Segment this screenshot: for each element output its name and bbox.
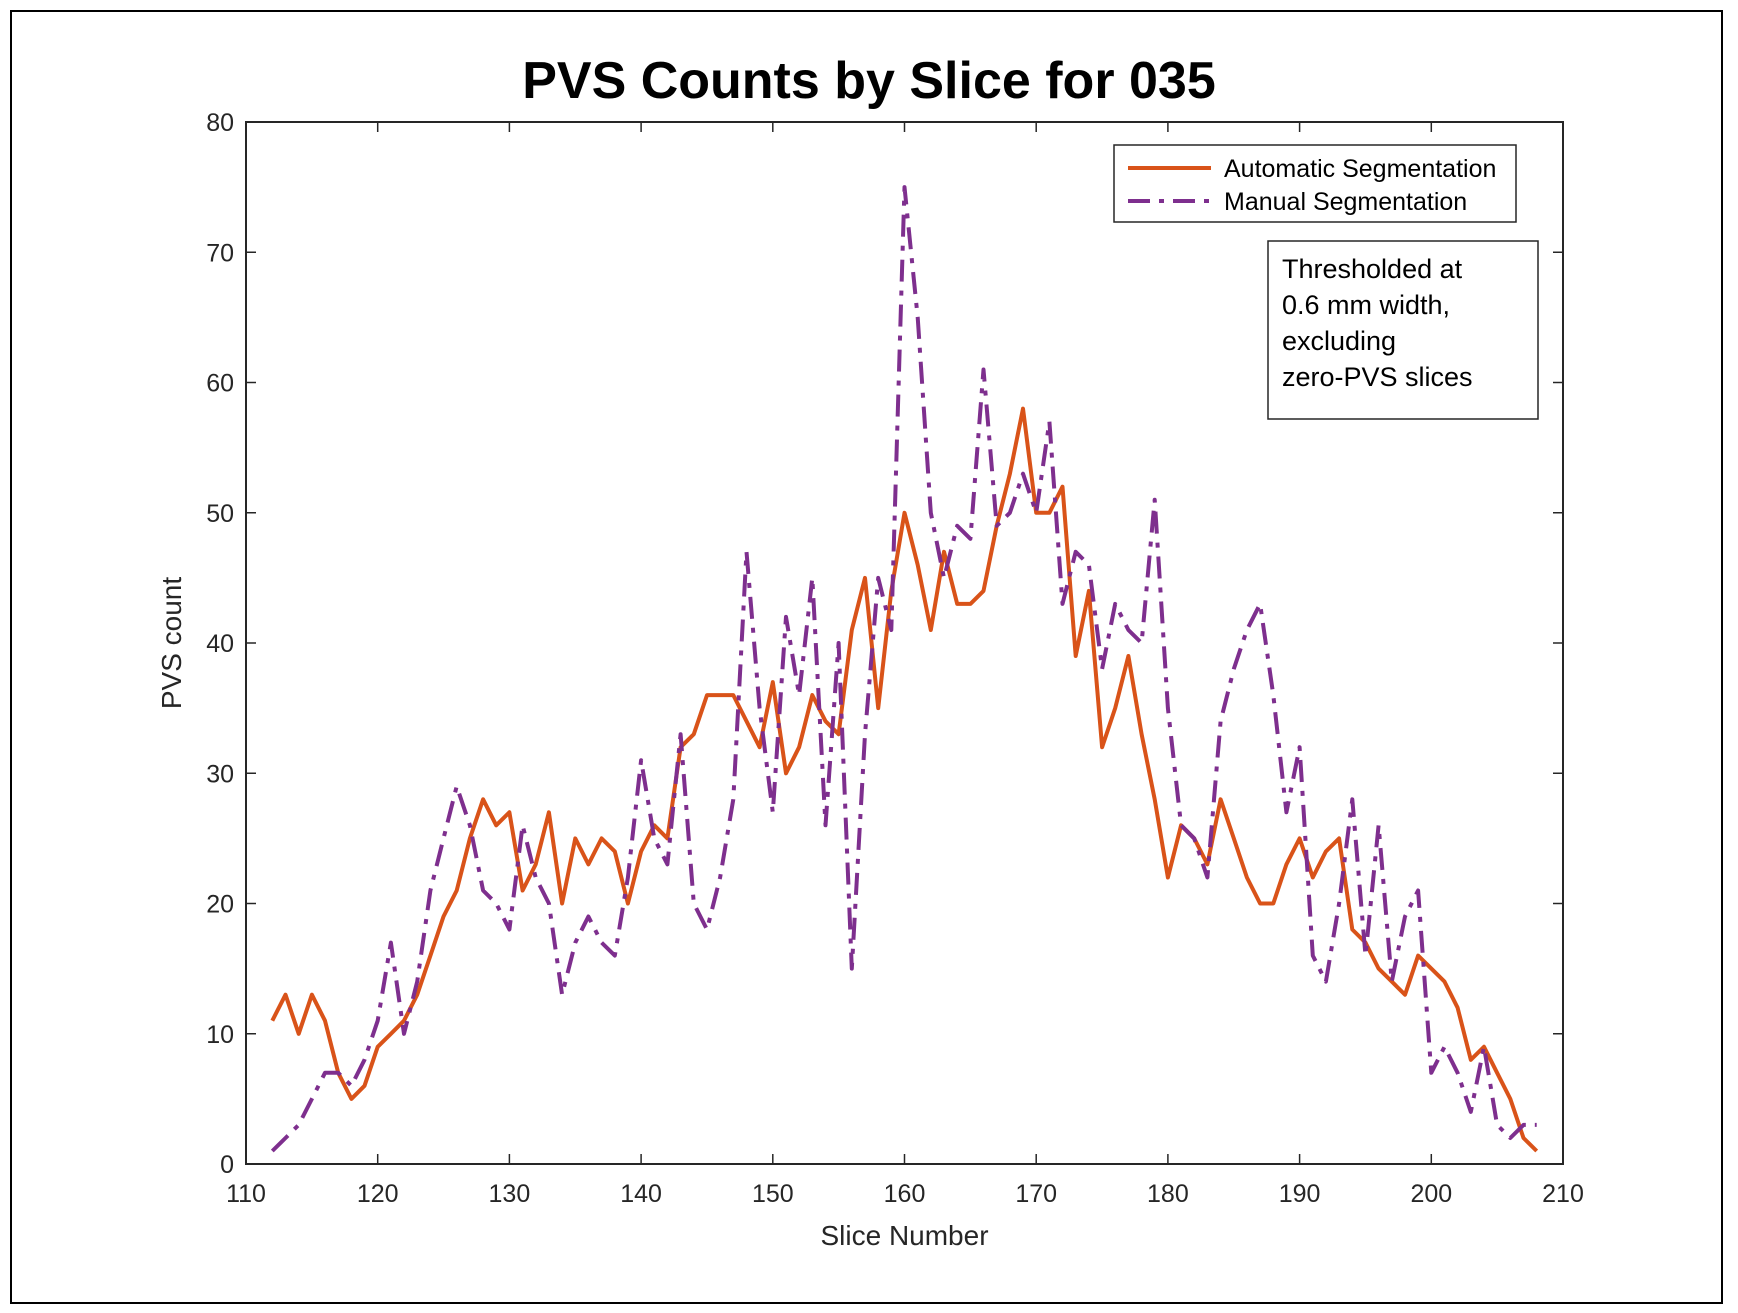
y-tick-label: 50 [206,500,234,528]
annotation-box: Thresholded at 0.6 mm width, excluding z… [1267,240,1539,420]
y-tick-label: 30 [206,760,234,788]
x-tick-label: 180 [1147,1180,1189,1208]
figure-frame [10,10,1723,1304]
x-tick-label: 130 [489,1180,531,1208]
y-tick-label: 0 [220,1151,234,1179]
series-layer [270,185,1539,1153]
chart-title: PVS Counts by Slice for 035 [522,52,1216,110]
x-tick-label: 150 [752,1180,794,1208]
y-tick-label: 40 [206,630,234,658]
legend-label-automatic: Automatic Segmentation [1224,155,1496,183]
series-line-manual [270,185,1537,1153]
x-tick-label: 120 [357,1180,399,1208]
y-tick-label: 20 [206,891,234,919]
y-tick-label: 70 [206,239,234,267]
y-axis-label: PVS count [156,577,187,710]
x-tick-label: 200 [1410,1180,1452,1208]
legend-label-manual: Manual Segmentation [1224,188,1467,216]
y-tick-label: 80 [206,109,234,137]
x-tick-label: 110 [226,1180,266,1208]
legend-box [1113,144,1517,223]
annotation-line-3: excluding [1282,326,1396,356]
annotation-line-1: Thresholded at [1282,254,1463,284]
y-tick-label: 60 [206,370,234,398]
y-tick-label: 10 [206,1021,234,1049]
x-tick-label: 190 [1279,1180,1321,1208]
annotation-line-2: 0.6 mm width, [1282,290,1450,320]
ticks-layer: 110 120 130 140 150 160 170 180 190 200 210 0 10 20 30… [206,109,1584,1208]
x-axis-label: Slice Number [820,1220,988,1251]
x-tick-label: 170 [1015,1180,1057,1208]
legend: Automatic Segmentation Manual Segmentati… [1113,144,1517,223]
x-tick-label: 160 [884,1180,926,1208]
annotation-frame [1267,240,1539,420]
x-tick-label: 140 [620,1180,662,1208]
series-line-automatic [270,406,1539,1153]
x-tick-label: 210 [1542,1180,1584,1208]
annotation-line-4: zero-PVS slices [1282,362,1473,392]
